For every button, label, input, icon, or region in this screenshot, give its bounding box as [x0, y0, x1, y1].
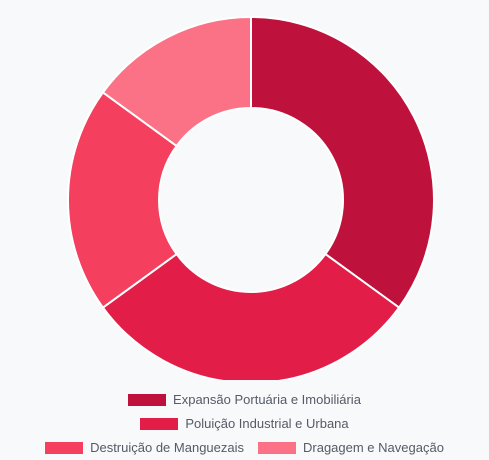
legend-label-1: Poluição Industrial e Urbana: [185, 416, 349, 431]
legend-item-2[interactable]: Destruição de Manguezais: [45, 440, 244, 455]
legend-swatch-0: [128, 393, 167, 406]
legend-item-1[interactable]: Poluição Industrial e Urbana: [140, 416, 349, 431]
legend-row-2: Poluição Industrial e Urbana: [0, 416, 489, 431]
legend-label-3: Dragagem e Navegação: [303, 440, 444, 455]
donut-slice-3[interactable]: [101, 15, 252, 148]
donut-slice-1[interactable]: [101, 252, 401, 380]
legend-item-3[interactable]: Dragagem e Navegação: [258, 440, 444, 455]
legend-row-3: Destruição de Manguezais Dragagem e Nave…: [0, 440, 489, 455]
donut-slice-2[interactable]: [67, 91, 178, 309]
legend-item-0[interactable]: Expansão Portuária e Imobiliária: [128, 392, 361, 407]
legend-swatch-3: [258, 441, 296, 454]
legend-row-1: Expansão Portuária e Imobiliária: [0, 392, 489, 407]
donut-plot-area: [67, 15, 435, 380]
legend-swatch-2: [45, 441, 84, 454]
legend-label-2: Destruição de Manguezais: [90, 440, 244, 455]
donut-slice-0[interactable]: [250, 15, 435, 309]
legend-swatch-1: [140, 417, 179, 430]
legend-label-0: Expansão Portuária e Imobiliária: [173, 392, 361, 407]
